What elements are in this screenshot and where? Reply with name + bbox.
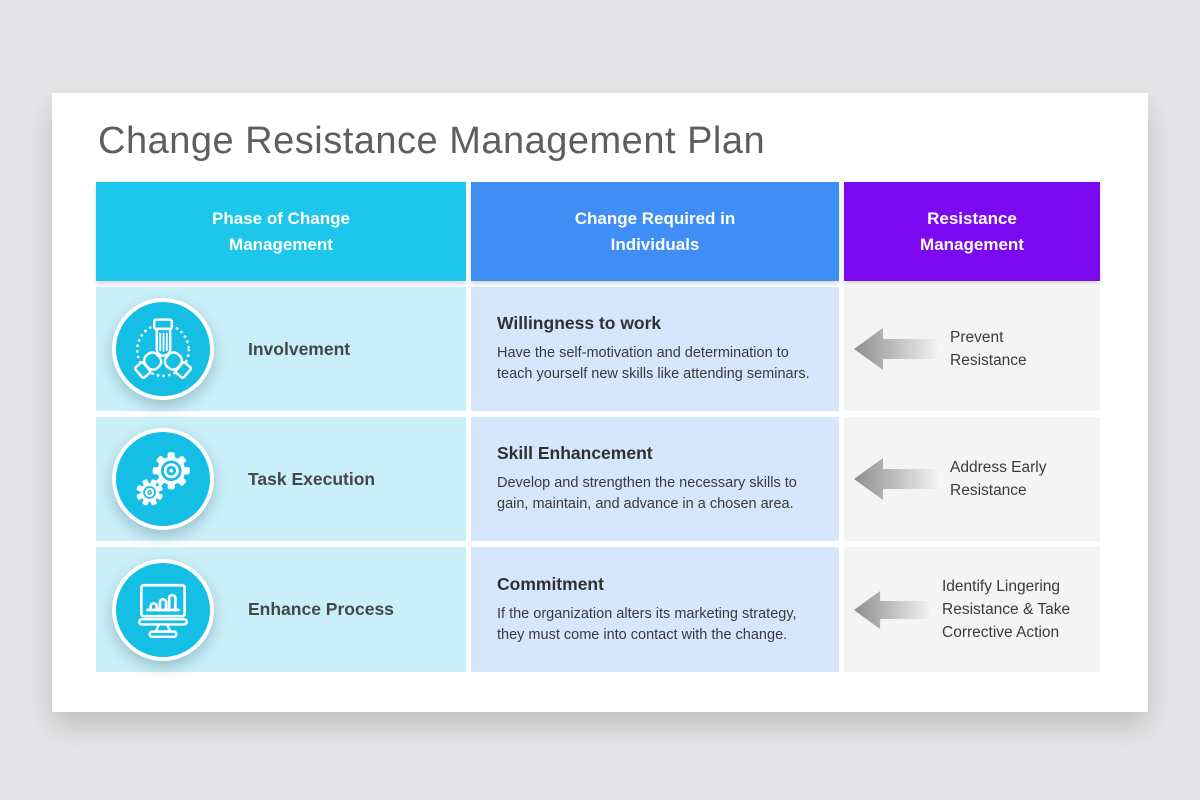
phase-cell-involvement: Involvement [96, 287, 466, 411]
change-body: Develop and strengthen the necessary ski… [497, 475, 797, 512]
page-title: Change Resistance Management Plan [98, 120, 766, 162]
change-cell-skill: Skill Enhancement Develop and strengthen… [471, 417, 839, 541]
column-header-resistance: Resistance Management [844, 182, 1100, 281]
column-header-change-label: Change Required in Individuals [574, 208, 736, 254]
phase-label: Enhance Process [248, 599, 394, 619]
change-body: If the organization alters its marketing… [497, 605, 797, 643]
phase-cell-task-execution: Task Execution [96, 417, 466, 541]
resistance-label: Address Early Resistance [950, 459, 1047, 499]
resistance-label: Prevent Resistance [950, 329, 1027, 369]
icon-circle [112, 298, 214, 400]
resistance-cell-identify: Identify Lingering Resistance & Take Cor… [844, 547, 1100, 672]
resistance-label: Identify Lingering Resistance & Take Cor… [942, 578, 1071, 641]
monitor-chart-icon [138, 583, 188, 638]
phase-label: Task Execution [248, 468, 376, 489]
column-header-phase: Phase of Change Management [96, 182, 466, 281]
arrow-left-icon [853, 590, 929, 629]
phase-label: Involvement [248, 338, 351, 359]
plan-table: Phase of Change Management Change Requir… [96, 182, 1100, 672]
phase-cell-enhance-process: Enhance Process [96, 547, 466, 672]
change-cell-willingness: Willingness to work Have the self-motiva… [471, 287, 839, 411]
slide-card: Change Resistance Management Plan Phase … [52, 93, 1148, 712]
arrow-left-icon [854, 328, 937, 370]
column-header-phase-label: Phase of Change Management [212, 208, 350, 254]
hands-together-icon [133, 318, 193, 379]
icon-circle [112, 428, 214, 530]
resistance-cell-address: Address Early Resistance [844, 417, 1100, 541]
column-header-resistance-label: Resistance Management [920, 208, 1024, 254]
change-body: Have the self-motivation and determinati… [497, 345, 810, 382]
arrow-left-icon [854, 458, 937, 500]
icon-circle [112, 558, 214, 661]
change-heading: Willingness to work [497, 313, 662, 333]
change-heading: Skill Enhancement [497, 443, 653, 463]
gears-icon [136, 452, 190, 506]
change-heading: Commitment [497, 573, 604, 594]
resistance-cell-prevent: Prevent Resistance [844, 287, 1100, 411]
change-cell-commitment: Commitment If the organization alters it… [471, 547, 839, 672]
column-header-change: Change Required in Individuals [471, 182, 839, 281]
